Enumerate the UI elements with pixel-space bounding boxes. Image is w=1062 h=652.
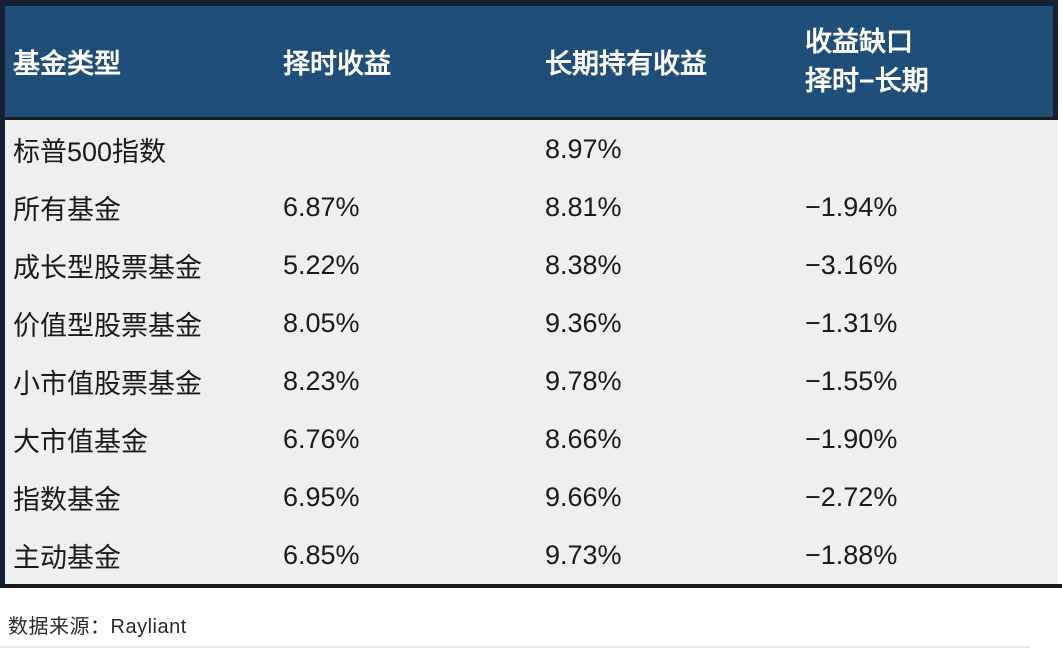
cell-return-gap: −1.31%	[805, 307, 898, 338]
data-source-note: 数据来源：Rayliant	[8, 616, 187, 638]
table-row: 指数基金 6.95% 9.66% −2.72%	[5, 468, 1058, 526]
cell-long-term-return: 8.97%	[545, 133, 622, 164]
table-row: 所有基金 6.87% 8.81% −1.94%	[5, 178, 1058, 236]
header-long-term-return: 长期持有收益	[545, 49, 707, 79]
cell-timing-return: 6.85%	[283, 539, 360, 570]
cell-fund-type: 小市值股票基金	[13, 368, 202, 399]
cell-return-gap: −3.16%	[805, 249, 898, 280]
header-return-gap: 收益缺口 择时−长期	[805, 23, 1053, 100]
cell-fund-type: 价值型股票基金	[13, 310, 202, 341]
cell-fund-type: 主动基金	[13, 542, 121, 573]
table-row: 小市值股票基金 8.23% 9.78% −1.55%	[5, 352, 1058, 410]
cell-timing-return: 6.76%	[283, 423, 360, 454]
cell-return-gap: −1.55%	[805, 365, 898, 396]
cell-timing-return: 5.22%	[283, 249, 360, 280]
cell-timing-return: 6.87%	[283, 191, 360, 222]
cell-fund-type: 指数基金	[13, 484, 121, 515]
cell-long-term-return: 8.66%	[545, 423, 622, 454]
table-body: 标普500指数 8.97% 所有基金 6.87% 8.81% −1.94% 成长…	[5, 117, 1058, 584]
cell-timing-return: 8.23%	[283, 365, 360, 396]
cell-long-term-return: 9.73%	[545, 539, 622, 570]
table-row: 大市值基金 6.76% 8.66% −1.90%	[5, 410, 1058, 468]
cell-return-gap: −1.94%	[805, 191, 898, 222]
cell-return-gap: −1.90%	[805, 423, 898, 454]
table-header-row: 基金类型 择时收益 长期持有收益 收益缺口 择时−长期	[5, 0, 1058, 117]
cell-long-term-return: 8.81%	[545, 191, 622, 222]
fund-returns-table: 基金类型 择时收益 长期持有收益 收益缺口 择时−长期 标普500指数 8.97…	[0, 0, 1058, 584]
table-row: 主动基金 6.85% 9.73% −1.88%	[5, 526, 1058, 584]
cell-long-term-return: 9.66%	[545, 481, 622, 512]
cell-long-term-return: 8.38%	[545, 249, 622, 280]
table-row: 标普500指数 8.97%	[5, 120, 1058, 178]
header-timing-return: 择时收益	[283, 49, 391, 79]
cell-fund-type: 标普500指数	[13, 136, 167, 167]
table-row: 成长型股票基金 5.22% 8.38% −3.16%	[5, 236, 1058, 294]
cell-fund-type: 大市值基金	[13, 426, 148, 457]
cell-fund-type: 所有基金	[13, 194, 121, 225]
header-return-gap-line1: 收益缺口	[805, 27, 913, 58]
header-return-gap-line2: 择时−长期	[805, 65, 929, 96]
cell-long-term-return: 9.78%	[545, 365, 622, 396]
header-fund-type: 基金类型	[13, 49, 121, 79]
cell-fund-type: 成长型股票基金	[13, 252, 202, 283]
cell-return-gap: −1.88%	[805, 539, 898, 570]
table-bottom-rule	[0, 584, 1062, 588]
cell-timing-return: 6.95%	[283, 481, 360, 512]
page-bottom-divider	[0, 646, 1030, 648]
cell-timing-return: 8.05%	[283, 307, 360, 338]
table-row: 价值型股票基金 8.05% 9.36% −1.31%	[5, 294, 1058, 352]
cell-long-term-return: 9.36%	[545, 307, 622, 338]
cell-return-gap: −2.72%	[805, 481, 898, 512]
